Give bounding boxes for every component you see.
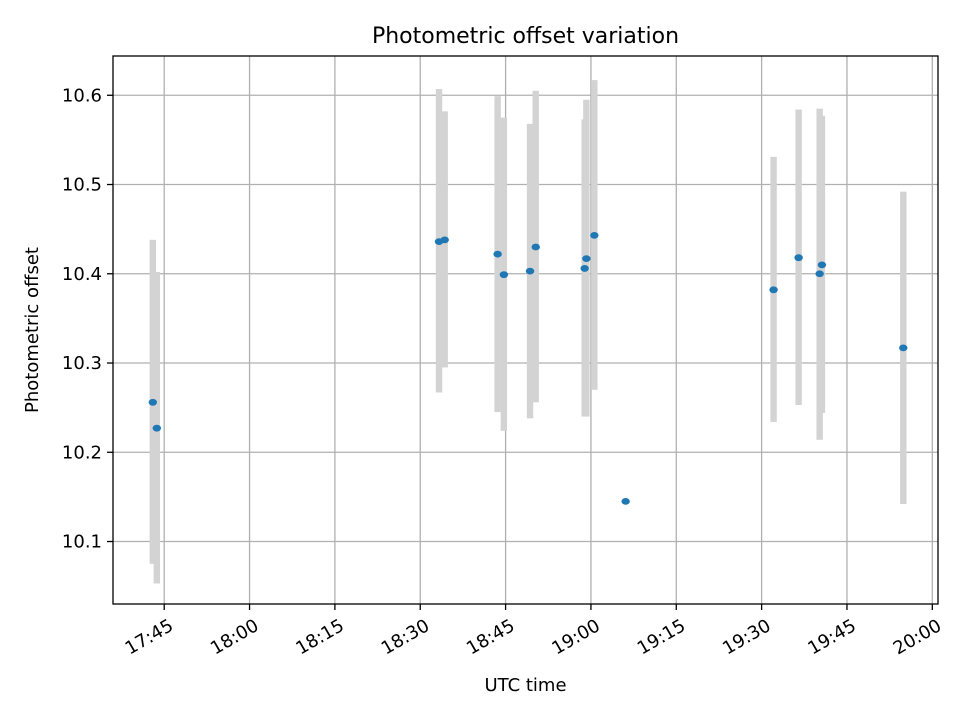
- data-point: [440, 236, 449, 244]
- data-point: [794, 254, 803, 262]
- data-point: [531, 243, 540, 251]
- data-point: [899, 344, 908, 352]
- data-point: [525, 267, 535, 275]
- y-tick-label: 10.4: [62, 264, 102, 285]
- data-point: [590, 231, 599, 239]
- data-point: [148, 398, 158, 406]
- plot-frame: [112, 55, 939, 605]
- y-tick-label: 10.1: [62, 532, 102, 553]
- data-point: [493, 250, 502, 258]
- data-point: [769, 286, 778, 294]
- data-point: [582, 255, 591, 262]
- data-point: [817, 261, 827, 269]
- data-point: [499, 271, 509, 279]
- y-tick-label: 10.2: [62, 442, 102, 463]
- y-tick-label: 10.3: [62, 353, 102, 374]
- data-point: [152, 424, 162, 432]
- data-point: [580, 265, 589, 272]
- chart-title: Photometric offset variation: [372, 24, 679, 49]
- data-points: [148, 231, 908, 505]
- y-tick-label: 10.6: [62, 85, 102, 106]
- y-tick-label: 10.5: [62, 175, 102, 196]
- data-point: [815, 270, 824, 278]
- data-point: [621, 497, 630, 505]
- x-axis-label: UTC time: [484, 675, 566, 696]
- y-axis-label: Photometric offset: [22, 247, 43, 413]
